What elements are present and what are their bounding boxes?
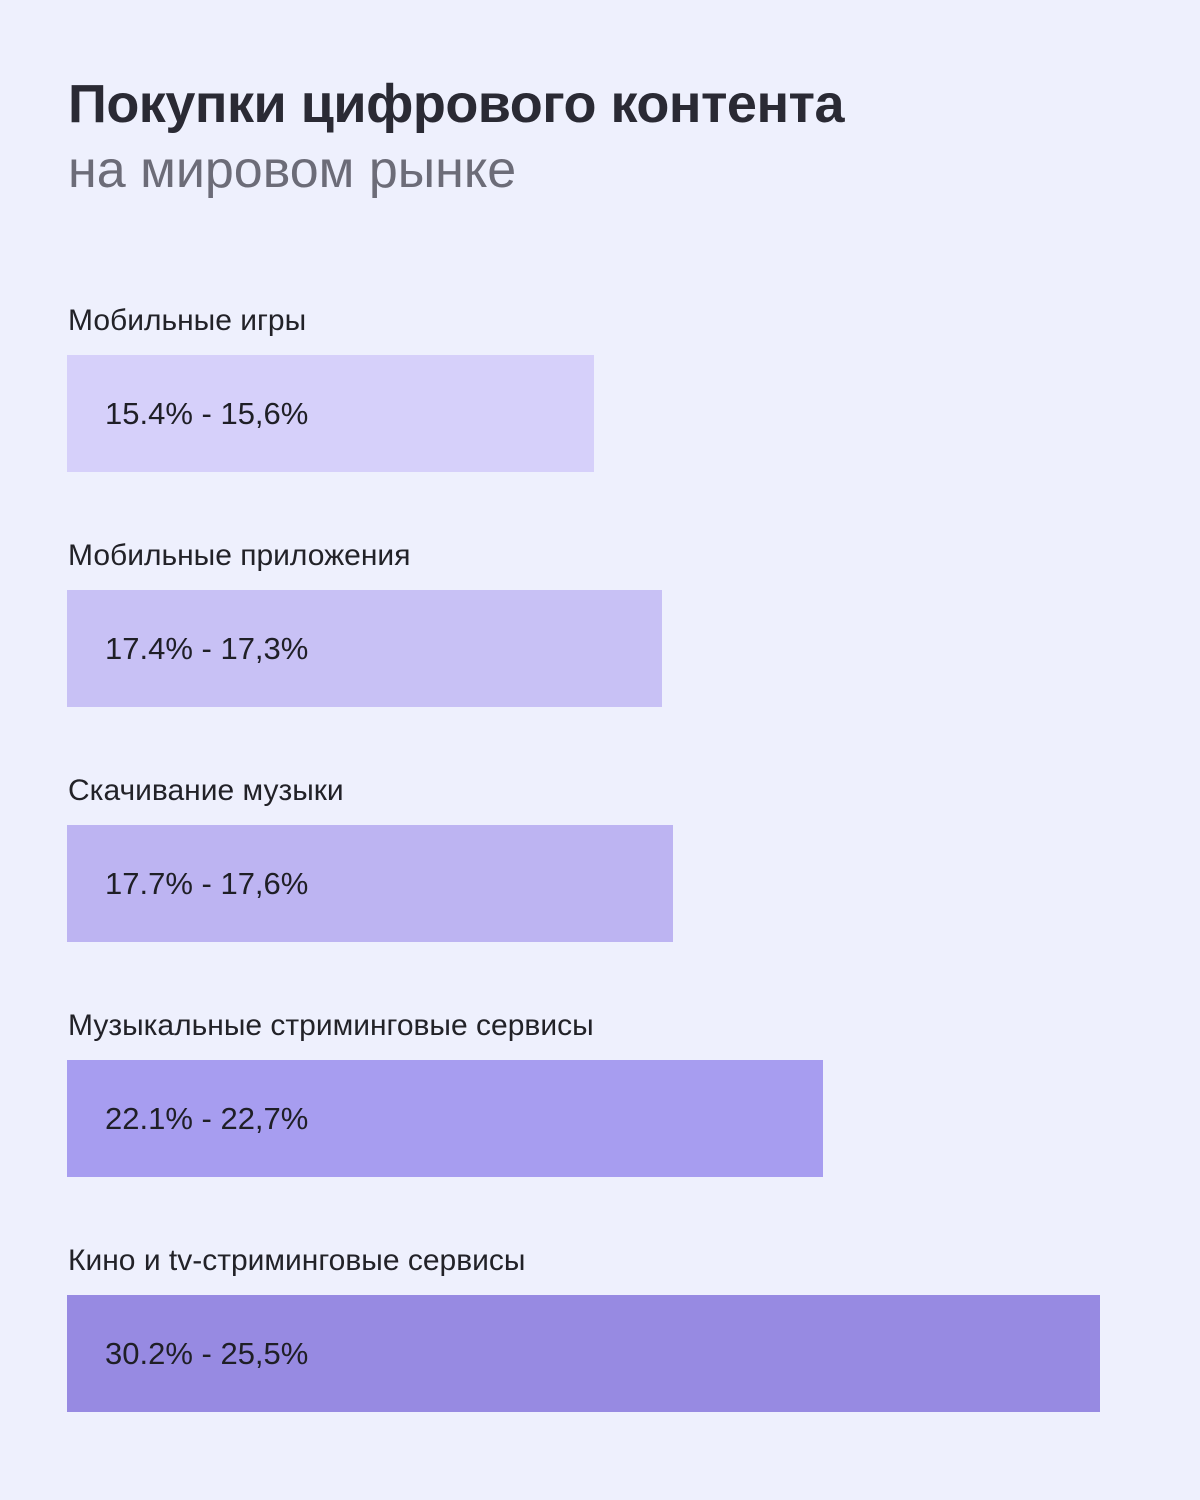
- data-label: 30.2% - 25,5%: [105, 1336, 309, 1371]
- chart-title: Покупки цифрового контента: [68, 74, 845, 134]
- bar: 30.2% - 25,5%: [67, 1295, 1100, 1412]
- bar: 15.4% - 15,6%: [67, 355, 594, 472]
- category-label: Кино и tv-стриминговые сервисы: [68, 1244, 526, 1277]
- bar: 22.1% - 22,7%: [67, 1060, 823, 1177]
- category-label: Мобильные приложения: [68, 539, 411, 572]
- data-label: 15.4% - 15,6%: [105, 396, 309, 431]
- bar: 17.7% - 17,6%: [67, 825, 673, 942]
- category-label: Скачивание музыки: [68, 774, 344, 807]
- data-label: 17.7% - 17,6%: [105, 866, 309, 901]
- category-label: Мобильные игры: [68, 304, 307, 337]
- chart-subtitle: на мировом рынке: [68, 141, 517, 199]
- data-label: 22.1% - 22,7%: [105, 1101, 309, 1136]
- data-label: 17.4% - 17,3%: [105, 631, 309, 666]
- category-label: Музыкальные стриминговые сервисы: [68, 1009, 594, 1042]
- bar: 17.4% - 17,3%: [67, 590, 662, 707]
